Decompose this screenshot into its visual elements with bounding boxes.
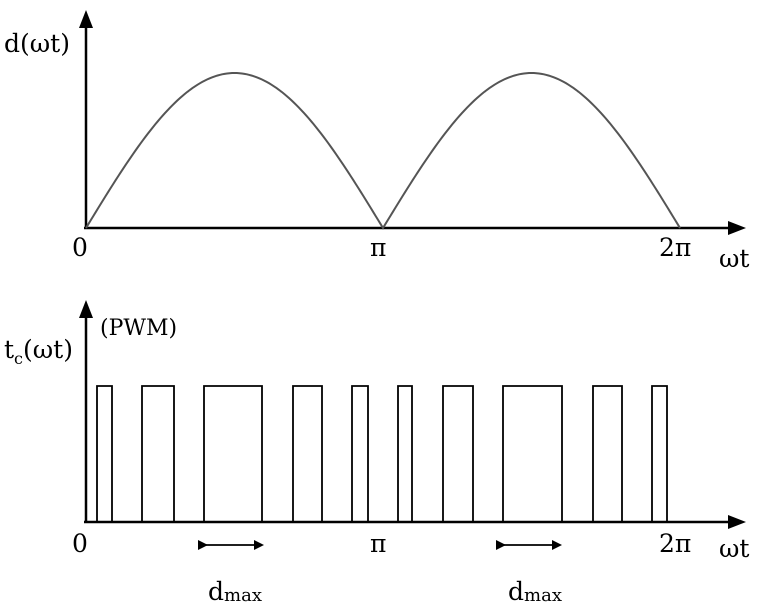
dmax-label-2-sub: max <box>524 585 562 606</box>
pwm-annotation: (PWM) <box>100 316 177 341</box>
bottom-x-label: ωt <box>719 534 749 563</box>
bottom-y-label-tail: (ωt) <box>23 335 73 364</box>
top-tick-0: 0 <box>72 233 88 262</box>
top-x-label: ωt <box>719 244 749 273</box>
bottom-tick-0: 0 <box>72 529 88 558</box>
pwm-pulse-waveform <box>86 385 668 523</box>
dmax-label-1: dmax <box>208 577 262 606</box>
bottom-y-label: tc(ωt) <box>4 335 73 368</box>
bottom-tick-2pi: 2π <box>659 529 691 558</box>
top-tick-pi: π <box>370 233 386 262</box>
top-y-label: d(ωt) <box>4 29 70 58</box>
top-plot: d(ωt) ωt 0 π 2π <box>4 10 749 273</box>
dmax-label-2-main: d <box>508 577 524 606</box>
dmax-label-1-sub: max <box>224 585 262 606</box>
top-y-axis-arrow <box>79 10 93 28</box>
bottom-tick-pi: π <box>370 529 386 558</box>
bottom-y-axis-arrow <box>79 300 93 318</box>
bottom-plot: tc(ωt) (PWM) ωt 0 π 2π dmax dmax <box>4 300 749 606</box>
pwm-pulse-train <box>86 385 668 523</box>
rectified-sine-curve <box>85 71 681 230</box>
dmax-label-2: dmax <box>508 577 562 606</box>
dmax-label-1-main: d <box>208 577 224 606</box>
top-x-axis-arrow <box>728 221 746 235</box>
bottom-x-axis-arrow <box>728 515 746 529</box>
bottom-y-label-sub: c <box>14 349 23 368</box>
bottom-y-label-main: t <box>4 335 14 364</box>
top-tick-2pi: 2π <box>659 233 691 262</box>
